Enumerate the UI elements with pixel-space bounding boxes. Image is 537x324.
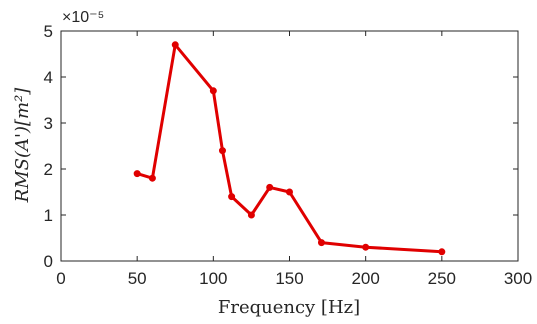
data-point xyxy=(266,183,274,191)
data-point xyxy=(133,170,141,178)
y-tick-label: 4 xyxy=(44,68,53,87)
data-point xyxy=(247,211,255,219)
x-tick-label: 250 xyxy=(428,269,456,288)
y-tick-label: 0 xyxy=(44,252,53,271)
data-point xyxy=(228,193,236,201)
plot-area: 0 50 100 150 200 250 300 0 1 2 3 4 5 xyxy=(44,22,533,288)
data-point xyxy=(209,87,217,95)
y-tick-label: 2 xyxy=(44,160,53,179)
data-point xyxy=(218,147,226,155)
data-point xyxy=(438,248,446,256)
data-point xyxy=(362,243,370,251)
series-line xyxy=(136,43,442,254)
data-point xyxy=(286,188,293,196)
x-axis-label: Frequency [Hz] xyxy=(218,297,360,318)
y-tick-label: 1 xyxy=(44,206,53,225)
x-tick-label: 0 xyxy=(56,269,65,288)
data-point xyxy=(171,41,179,49)
x-tick-label: 150 xyxy=(275,269,303,288)
data-point xyxy=(148,174,156,182)
y-axis-label: RMS(A')[m²] xyxy=(12,87,33,204)
exponent-label: ×10⁻⁵ xyxy=(62,9,104,26)
x-tick-label: 200 xyxy=(351,269,379,288)
x-tick-label: 300 xyxy=(504,269,532,288)
axes-box xyxy=(60,30,519,262)
data-point xyxy=(317,239,325,247)
x-tick-label: 50 xyxy=(128,269,147,288)
x-tick-label: 100 xyxy=(199,269,227,288)
y-tick-label: 5 xyxy=(44,22,53,41)
y-tick-label: 3 xyxy=(44,114,53,133)
